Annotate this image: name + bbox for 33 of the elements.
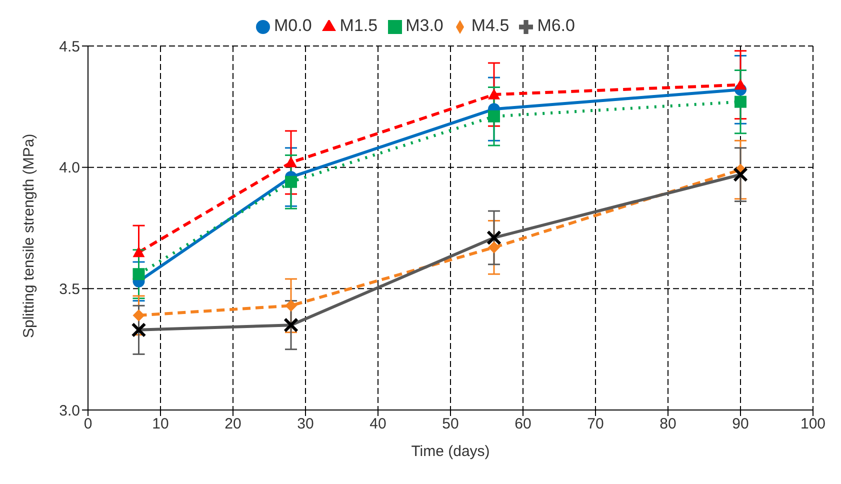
legend-label: M1.5 (340, 16, 378, 35)
x-tick-label: 30 (297, 416, 314, 433)
y-tick-label: 3.0 (59, 402, 80, 420)
point (132, 246, 145, 258)
x-tick-label: 0 (84, 416, 92, 433)
x-tick-label: 40 (370, 416, 386, 433)
x-axis-title: Time (days) (411, 443, 490, 460)
legend-label: M0.0 (274, 16, 312, 35)
x-tick-label: 90 (732, 416, 749, 433)
y-axis-title: Splitting tensile strength (MPa) (20, 134, 38, 338)
x-tick-label: 50 (442, 416, 459, 433)
legend-label: M4.5 (471, 16, 510, 35)
point (285, 176, 297, 188)
point (132, 268, 145, 280)
point (285, 300, 297, 312)
point (488, 110, 500, 122)
y-tick-label: 3.5 (59, 280, 80, 298)
legend-label: M3.0 (406, 16, 444, 35)
point (488, 88, 500, 100)
y-tick-label: 4.0 (59, 160, 80, 177)
x-tick-label: 20 (224, 416, 242, 433)
point (132, 309, 145, 322)
x-tick-label: 100 (800, 416, 826, 433)
point (488, 241, 500, 254)
y-tick-label: 4.5 (59, 38, 80, 56)
point (734, 78, 746, 90)
x-tick-label: 80 (660, 416, 676, 433)
legend-label: M6.0 (537, 16, 575, 35)
x-tick-label: 70 (587, 416, 604, 433)
point (734, 96, 746, 108)
x-tick-label: 10 (152, 416, 169, 433)
x-tick-label: 60 (514, 416, 532, 433)
point (285, 156, 297, 168)
